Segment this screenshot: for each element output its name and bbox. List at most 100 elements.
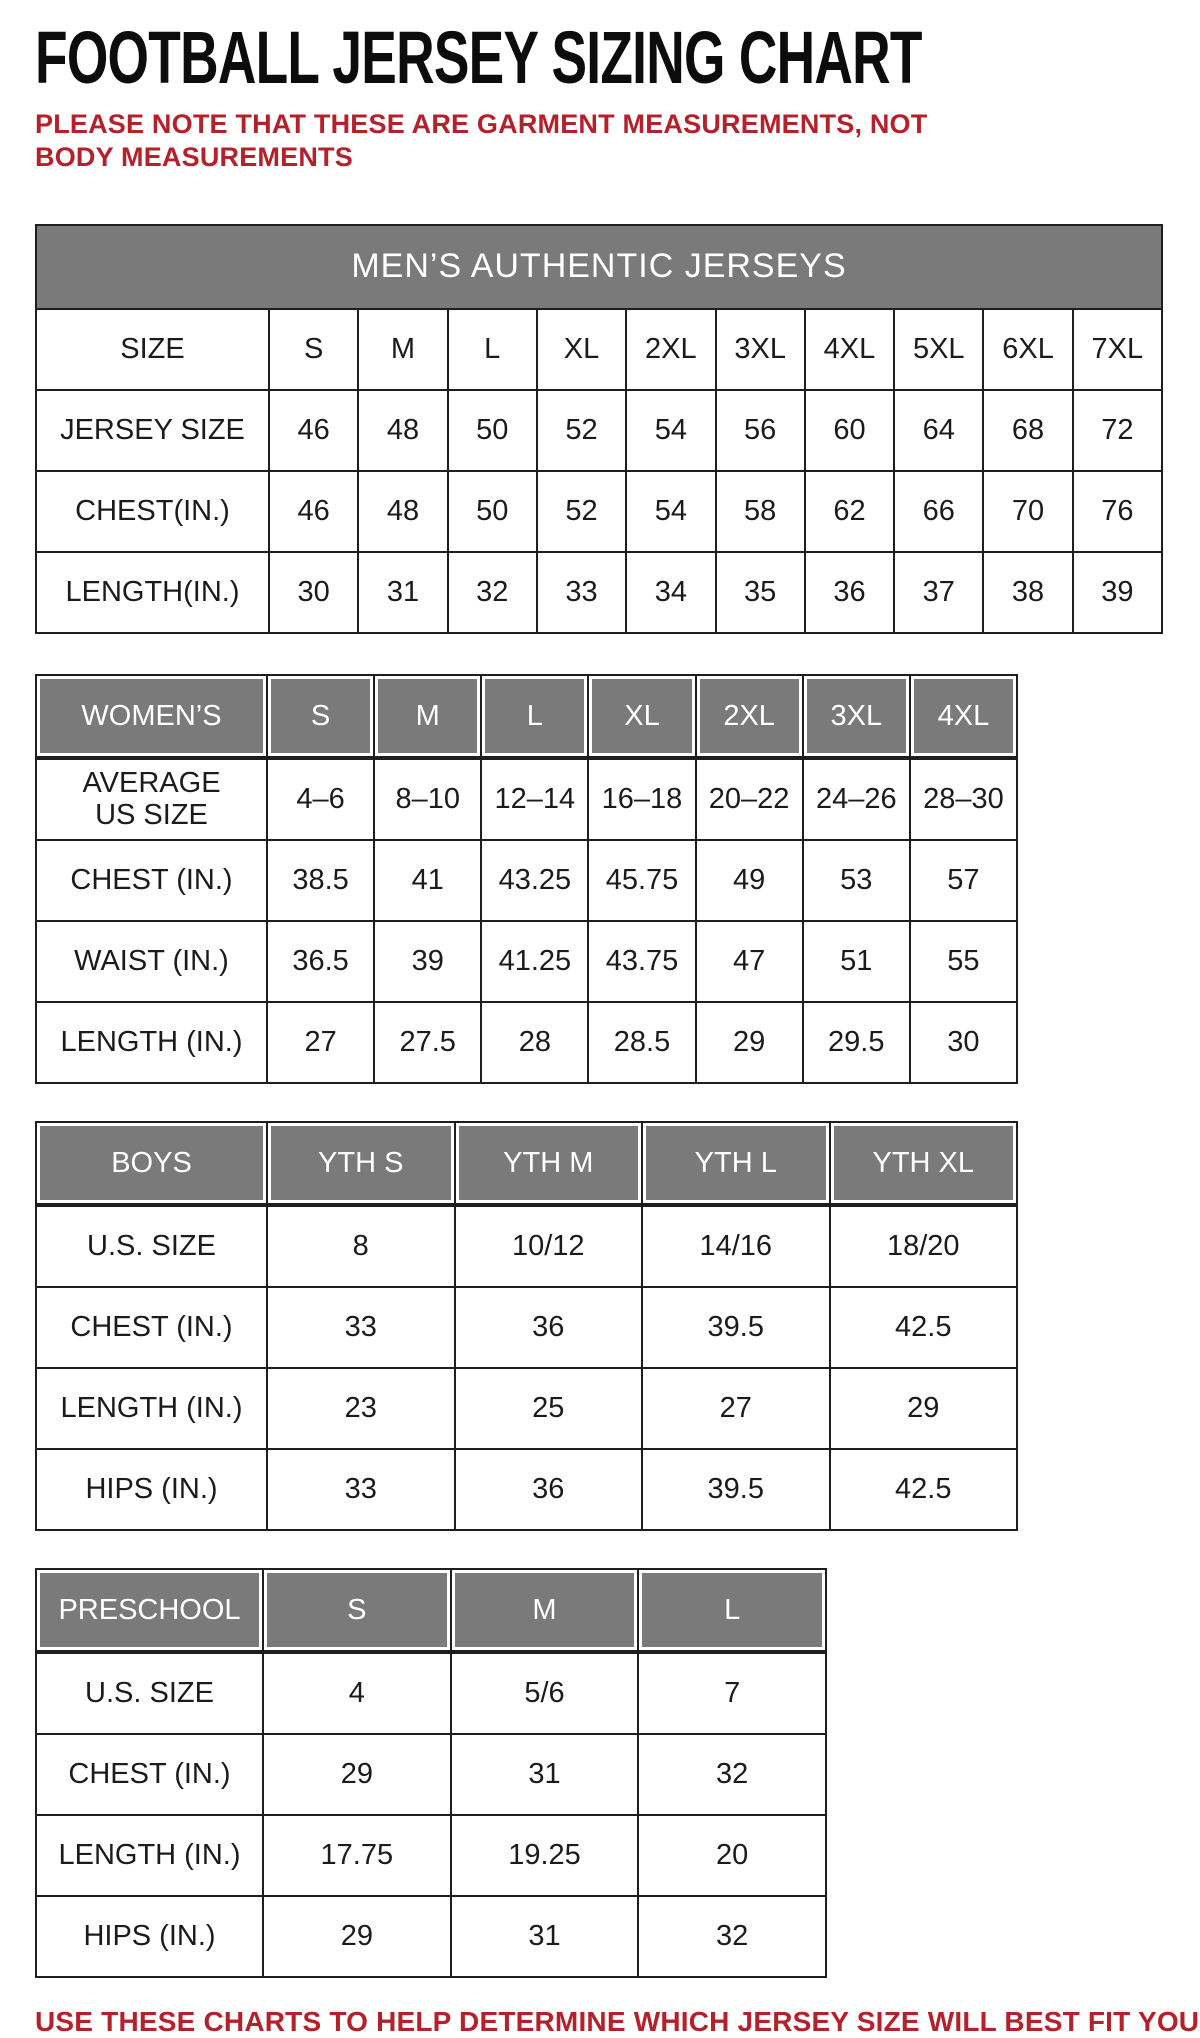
row-label-cell: HIPS (IN.) bbox=[36, 1895, 263, 1977]
row-label-cell: SIZE bbox=[36, 308, 269, 390]
data-cell: 16–18 bbox=[588, 758, 696, 840]
row-label-cell: CHEST (IN.) bbox=[36, 1733, 263, 1815]
row-label-cell: HIPS (IN.) bbox=[36, 1448, 267, 1530]
data-cell: 60 bbox=[804, 389, 895, 471]
row-label-cell: U.S. SIZE bbox=[36, 1652, 263, 1734]
data-cell: 34 bbox=[626, 551, 716, 633]
data-cell: 29 bbox=[263, 1733, 451, 1815]
data-cell: 50 bbox=[447, 470, 537, 552]
row-label-cell: LENGTH (IN.) bbox=[36, 1367, 267, 1449]
data-cell: 57 bbox=[909, 839, 1017, 921]
data-cell: 24–26 bbox=[802, 758, 910, 840]
data-cell: 55 bbox=[909, 920, 1017, 1002]
row-label-cell: WAIST (IN.) bbox=[36, 920, 267, 1002]
row-label-cell: CHEST(IN.) bbox=[36, 470, 269, 552]
header-cell: 4XL bbox=[909, 674, 1017, 759]
data-cell: 66 bbox=[894, 470, 984, 552]
data-cell: 27.5 bbox=[374, 1001, 482, 1083]
data-cell: 18/20 bbox=[829, 1205, 1017, 1287]
data-cell: 38.5 bbox=[267, 839, 375, 921]
data-cell: 31 bbox=[450, 1895, 639, 1977]
data-cell: 8 bbox=[267, 1205, 455, 1287]
data-cell: 42.5 bbox=[829, 1286, 1017, 1368]
data-cell: 39 bbox=[374, 920, 482, 1002]
boys-sizing-table: BOYS YTH S YTH M YTH L YTH XL U.S. SIZE 8 10/12… bbox=[35, 1120, 1018, 1531]
data-cell: 33 bbox=[536, 551, 627, 633]
data-cell: 72 bbox=[1072, 389, 1162, 471]
data-cell: 46 bbox=[269, 470, 359, 552]
header-cell: M bbox=[374, 674, 482, 759]
row-label-cell: LENGTH (IN.) bbox=[36, 1814, 263, 1896]
data-cell: 33 bbox=[267, 1286, 455, 1368]
data-cell: 20–22 bbox=[695, 758, 803, 840]
data-cell: 48 bbox=[358, 470, 448, 552]
data-cell: 39 bbox=[1072, 551, 1162, 633]
womens-sizing-table: WOMEN’S S M L XL 2XL 3XL 4XL AVERAGE US SIZE 4–6 8… bbox=[35, 673, 1018, 1084]
data-cell: 49 bbox=[695, 839, 803, 921]
data-cell: 48 bbox=[358, 389, 448, 471]
data-cell: 39.5 bbox=[642, 1286, 830, 1368]
data-cell: 28 bbox=[481, 1001, 589, 1083]
data-cell: 32 bbox=[638, 1733, 826, 1815]
data-cell: 30 bbox=[909, 1001, 1017, 1083]
data-cell: 35 bbox=[715, 551, 805, 633]
data-cell: 41.25 bbox=[481, 920, 589, 1002]
data-cell: 27 bbox=[267, 1001, 375, 1083]
data-cell: 39.5 bbox=[642, 1448, 830, 1530]
row-label-cell: U.S. SIZE bbox=[36, 1205, 267, 1287]
data-cell: 45.75 bbox=[588, 839, 696, 921]
data-cell: 12–14 bbox=[481, 758, 589, 840]
data-cell: 36 bbox=[454, 1286, 642, 1368]
data-cell: 46 bbox=[269, 389, 359, 471]
data-cell: 70 bbox=[983, 470, 1073, 552]
data-cell: 38 bbox=[983, 551, 1073, 633]
data-cell: 28–30 bbox=[909, 758, 1017, 840]
row-label-cell: CHEST (IN.) bbox=[36, 1286, 267, 1368]
footer-text: USE THESE CHARTS TO HELP DETERMINE WHICH… bbox=[35, 2005, 1200, 2037]
header-label-cell: WOMEN’S bbox=[36, 674, 267, 759]
data-cell: 6XL bbox=[983, 308, 1073, 390]
row-label-cell: AVERAGE US SIZE bbox=[36, 758, 267, 840]
mens-table-banner: MEN’S AUTHENTIC JERSEYS bbox=[35, 223, 1163, 311]
data-cell: 29 bbox=[263, 1895, 451, 1977]
data-cell: 8–10 bbox=[374, 758, 482, 840]
data-cell: 7 bbox=[638, 1652, 826, 1734]
data-cell: 7XL bbox=[1072, 308, 1162, 390]
header-cell: L bbox=[481, 674, 589, 759]
header-cell: XL bbox=[588, 674, 696, 759]
data-cell: 36.5 bbox=[267, 920, 375, 1002]
data-cell: 2XL bbox=[626, 308, 716, 390]
header-cell: 3XL bbox=[802, 674, 910, 759]
data-cell: 64 bbox=[894, 389, 984, 471]
data-cell: 29.5 bbox=[802, 1001, 910, 1083]
data-cell: 42.5 bbox=[829, 1448, 1017, 1530]
data-cell: M bbox=[358, 308, 448, 390]
mens-sizing-table: SIZE S M L XL 2XL 3XL 4XL 5XL 6XL 7XL JERSEY SIZE 46… bbox=[35, 307, 1163, 634]
header-cell: 2XL bbox=[695, 674, 803, 759]
header-cell: YTH S bbox=[267, 1121, 455, 1206]
header-cell: YTH L bbox=[642, 1121, 830, 1206]
data-cell: S bbox=[269, 308, 359, 390]
data-cell: 25 bbox=[454, 1367, 642, 1449]
data-cell: 52 bbox=[536, 389, 627, 471]
data-cell: 17.75 bbox=[263, 1814, 451, 1896]
data-cell: 41 bbox=[374, 839, 482, 921]
header-cell: M bbox=[450, 1568, 639, 1653]
data-cell: 32 bbox=[638, 1895, 826, 1977]
data-cell: L bbox=[447, 308, 537, 390]
data-cell: 47 bbox=[695, 920, 803, 1002]
data-cell: 14/16 bbox=[642, 1205, 830, 1287]
data-cell: 29 bbox=[829, 1367, 1017, 1449]
data-cell: 50 bbox=[447, 389, 537, 471]
data-cell: 10/12 bbox=[454, 1205, 642, 1287]
data-cell: 27 bbox=[642, 1367, 830, 1449]
data-cell: 4 bbox=[263, 1652, 451, 1734]
data-cell: 43.25 bbox=[481, 839, 589, 921]
data-cell: 56 bbox=[715, 389, 805, 471]
header-cell: S bbox=[263, 1568, 451, 1653]
preschool-sizing-table: PRESCHOOL S M L U.S. SIZE 4 5/6 7 CHEST (IN.) 29 3… bbox=[35, 1567, 827, 1978]
data-cell: 37 bbox=[894, 551, 984, 633]
data-cell: 29 bbox=[695, 1001, 803, 1083]
data-cell: 5/6 bbox=[450, 1652, 639, 1734]
